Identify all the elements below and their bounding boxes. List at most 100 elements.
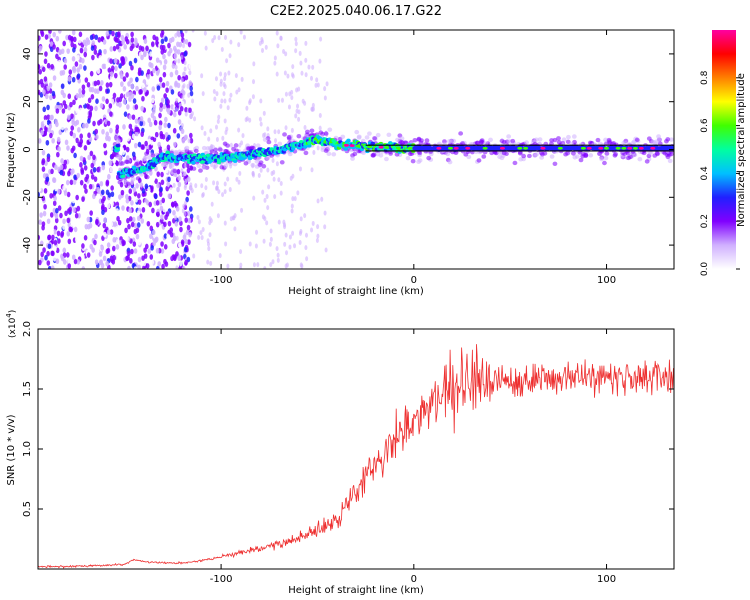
heatmap-cell <box>182 39 186 45</box>
heatmap-cell <box>58 104 62 111</box>
heatmap-cell <box>38 84 42 90</box>
heatmap-cell <box>307 64 311 70</box>
heatmap-cell <box>300 70 304 76</box>
heatmap-cell <box>316 145 320 151</box>
heatmap-cell <box>154 236 159 243</box>
heatmap-cell <box>175 265 179 269</box>
heatmap-cell <box>130 37 135 43</box>
heatmap-cell <box>93 80 98 87</box>
heatmap-cell <box>57 146 61 152</box>
heatmap-cell <box>98 85 103 92</box>
heatmap-cell <box>637 156 643 162</box>
heatmap-cell <box>200 73 204 79</box>
heatmap-cell <box>177 175 181 181</box>
heatmap-cell <box>566 134 571 140</box>
heatmap-cell <box>364 135 370 140</box>
heatmap-cell <box>305 256 309 262</box>
heatmap-cell <box>117 114 121 120</box>
heatmap-cell <box>447 139 452 144</box>
heatmap-cell <box>47 243 52 250</box>
heatmap-cell <box>122 76 127 82</box>
heatmap-cell <box>621 146 627 150</box>
heatmap-cell <box>97 37 102 43</box>
heatmap-cell <box>262 238 266 244</box>
heatmap-cell <box>176 133 181 139</box>
heatmap-cell <box>238 142 242 148</box>
heatmap-cell <box>213 163 219 169</box>
heatmap-cell <box>130 31 134 38</box>
heatmap-cell <box>92 167 97 173</box>
heatmap-cell <box>187 138 191 144</box>
heatmap-cell <box>139 115 144 122</box>
heatmap-cell <box>84 122 89 129</box>
y-tick-label: 2.0 <box>22 321 33 337</box>
heatmap-cell <box>141 95 145 102</box>
heatmap-cell <box>86 81 91 88</box>
heatmap-cell <box>323 148 329 153</box>
heatmap-cell <box>109 229 114 235</box>
heatmap-cell <box>208 216 212 222</box>
heatmap-cell <box>221 192 225 198</box>
heatmap-cell <box>223 76 227 82</box>
heatmap-cell <box>259 121 263 127</box>
heatmap-cell <box>210 144 215 150</box>
heatmap-cell <box>187 239 191 245</box>
heatmap-cell <box>169 231 174 238</box>
heatmap-cell <box>68 69 73 75</box>
heatmap-cell <box>632 146 638 150</box>
heatmap-cell <box>120 81 124 87</box>
heatmap-cell <box>652 153 658 158</box>
heatmap-cell <box>331 152 337 157</box>
heatmap-cell <box>298 50 302 56</box>
heatmap-cell <box>83 51 88 58</box>
heatmap-cell <box>52 200 57 207</box>
heatmap-cell <box>137 256 142 263</box>
heatmap-cell <box>223 148 229 154</box>
heatmap-cell <box>82 39 87 46</box>
heatmap-cell <box>62 247 67 254</box>
heatmap-cell <box>105 63 110 69</box>
heatmap-cell <box>294 48 298 54</box>
heatmap-cell <box>225 58 229 64</box>
heatmap-cell <box>185 196 189 203</box>
heatmap-cell <box>197 219 201 225</box>
colorbar-tick-label: 0.6 <box>700 118 710 133</box>
heatmap-cell <box>56 188 61 195</box>
heatmap-cell <box>499 146 505 150</box>
heatmap-cell <box>123 111 128 117</box>
heatmap-cell <box>394 152 400 157</box>
heatmap-cell <box>44 93 49 100</box>
heatmap-cell <box>150 185 154 191</box>
heatmap-cell <box>141 188 146 194</box>
heatmap-cell <box>54 164 58 171</box>
heatmap-cell <box>127 223 131 230</box>
heatmap-cell <box>99 103 104 109</box>
heatmap-cell <box>173 149 179 155</box>
heatmap-cell <box>73 226 78 233</box>
heatmap-cell <box>164 167 169 174</box>
heatmap-cell <box>323 131 329 136</box>
spectrogram-x-axis-label: Height of straight line (km) <box>288 286 424 297</box>
colorbar-tick-label: 0.2 <box>700 214 710 228</box>
heatmap-cell <box>210 201 214 207</box>
snr-y-scale-close: ) <box>8 310 18 314</box>
heatmap-cell <box>228 97 232 103</box>
heatmap-cell <box>98 54 103 61</box>
heatmap-cell <box>144 183 149 190</box>
heatmap-cell <box>66 217 71 224</box>
heatmap-cell <box>250 162 256 168</box>
heatmap-cell <box>60 158 64 164</box>
heatmap-cell <box>90 45 95 52</box>
heatmap-cell <box>128 216 133 222</box>
heatmap-cell <box>586 146 592 150</box>
heatmap-cell <box>168 37 173 44</box>
heatmap-cell <box>66 48 70 54</box>
heatmap-cell <box>55 53 59 60</box>
heatmap-cell <box>194 183 198 189</box>
heatmap-cell <box>183 232 187 238</box>
heatmap-cell <box>290 89 294 95</box>
heatmap-cell <box>106 242 111 248</box>
heatmap-cell <box>42 89 46 95</box>
heatmap-cell <box>160 32 164 38</box>
heatmap-cell <box>84 77 89 83</box>
